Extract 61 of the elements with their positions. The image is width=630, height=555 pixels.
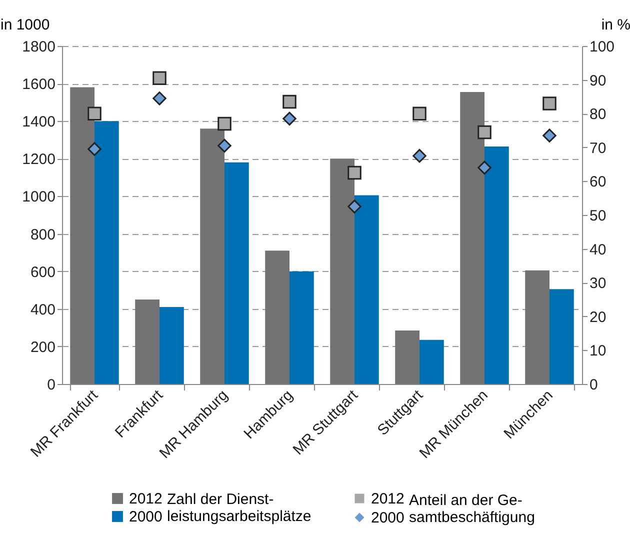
bar	[160, 307, 184, 384]
point	[88, 142, 102, 156]
y2-tick-label: 20	[590, 308, 606, 326]
y-axis-title: in 1000	[0, 16, 50, 34]
y-tick-label: 600	[30, 264, 56, 281]
bar	[420, 340, 444, 384]
point	[542, 128, 556, 142]
bar	[354, 195, 379, 384]
point	[218, 138, 232, 153]
bar	[265, 250, 290, 384]
point	[152, 92, 166, 106]
bar	[94, 121, 119, 384]
bar	[330, 158, 354, 384]
y2-tick-label: 0	[590, 376, 598, 394]
y-tick-label: 1200	[22, 151, 56, 168]
text: Anteil an der Ge- samtbeschäftigung	[409, 492, 535, 526]
legend-label: 2012	[129, 490, 162, 508]
point	[478, 160, 492, 175]
y-tick-label: 1000	[22, 188, 56, 206]
point	[152, 71, 166, 85]
bar	[525, 270, 550, 384]
point	[478, 125, 492, 140]
legend-label: 2000	[129, 508, 162, 526]
y-tick-label: 1800	[22, 38, 56, 56]
y-tick-label: 800	[30, 226, 56, 244]
point	[412, 106, 426, 120]
y-tick-label: 0	[47, 376, 56, 394]
y-tick-label: 200	[30, 338, 56, 356]
bar	[290, 271, 314, 384]
point	[282, 112, 296, 126]
bar	[550, 289, 574, 384]
y2-tick-label: 70	[590, 140, 606, 157]
y2-tick-label: 100	[590, 38, 615, 56]
bar	[484, 146, 509, 384]
y-tick-label: 400	[30, 301, 56, 318]
y-tick-label: 1600	[22, 76, 56, 94]
y-tick-label: 1400	[22, 114, 56, 131]
point	[412, 148, 426, 163]
y2-tick-label: 30	[590, 275, 606, 292]
y2-tick-label: 60	[590, 174, 606, 191]
point	[218, 116, 232, 131]
bar	[460, 92, 484, 384]
y2-tick-label: 10	[590, 342, 606, 360]
y2-tick-label: 50	[590, 208, 606, 224]
bar	[224, 162, 249, 384]
text: Zahl der Dienst- leistungsarbeitsplätze	[167, 491, 312, 525]
point	[542, 96, 556, 110]
y2-axis-title: in %	[601, 16, 630, 34]
point	[88, 106, 102, 120]
bar	[70, 87, 94, 384]
point	[282, 94, 296, 109]
legend-label: 2012	[371, 490, 404, 508]
legend-label: 2000	[371, 510, 404, 526]
bar	[135, 300, 160, 384]
bar	[200, 128, 224, 384]
y2-tick-label: 40	[590, 241, 606, 258]
y2-tick-label: 90	[590, 72, 606, 90]
point	[348, 200, 362, 214]
bar	[395, 330, 420, 384]
point	[348, 166, 362, 180]
y2-tick-label: 80	[590, 106, 606, 124]
